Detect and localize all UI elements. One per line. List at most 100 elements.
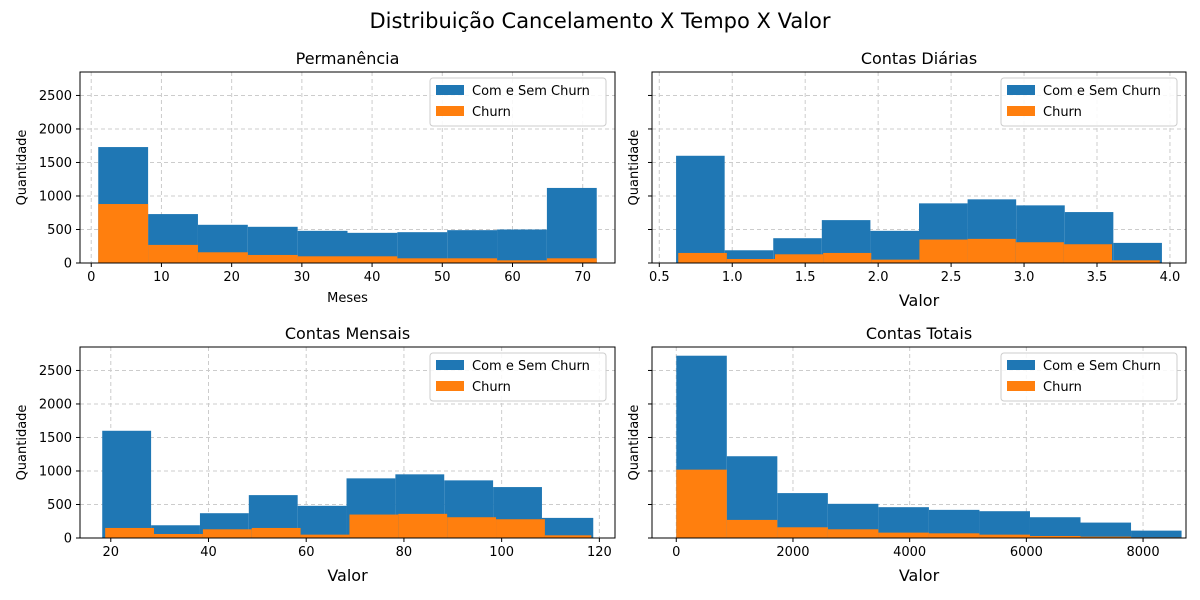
subplot-3: 20 40 60 80 100 120 0 500 1000 1500 2000 2500 Contas…: [15, 324, 616, 585]
x-tick-label: 4.0: [1160, 270, 1181, 285]
x-tick-label: 1.5: [795, 270, 816, 285]
bar-total: [497, 229, 547, 263]
bar-churn: [546, 258, 597, 263]
y-axis-label: Quantidade: [15, 130, 30, 206]
legend: Com e Sem Churn Churn: [1000, 77, 1178, 127]
bar-total: [870, 230, 919, 263]
x-tick-label: 2000: [776, 545, 809, 560]
legend-box: [429, 77, 607, 127]
bar-churn: [496, 519, 545, 538]
legend-label: Com e Sem Churn: [1043, 359, 1161, 374]
x-tick-label: 0: [87, 270, 95, 285]
bar-churn: [544, 535, 592, 538]
bar-total: [541, 517, 594, 538]
x-tick-label: 10: [153, 270, 170, 285]
bar-churn: [878, 532, 929, 538]
subplot-2: 0.5 1.0 1.5 2.0 2.5 3.0 3.5 4.0 Contas Diárias Va…: [627, 49, 1187, 310]
bar-churn: [497, 260, 547, 263]
legend-label: Com e Sem Churn: [472, 84, 590, 99]
bar-churn: [1080, 536, 1132, 538]
x-tick-label: 60: [504, 270, 521, 285]
legend-swatch: [1007, 106, 1035, 116]
bar-total: [102, 430, 152, 538]
legend-swatch: [436, 85, 464, 95]
bar-churn: [1029, 535, 1081, 538]
legend-label: Com e Sem Churn: [1043, 84, 1161, 99]
axes-frame: [651, 346, 1187, 539]
bar-churn: [202, 529, 252, 538]
y-tick-label: 1500: [39, 156, 72, 171]
bar-churn: [678, 252, 727, 263]
x-tick-label: 80: [396, 545, 413, 560]
bar-churn: [98, 204, 149, 263]
bar-churn: [967, 238, 1016, 263]
bar-churn: [1112, 260, 1160, 263]
x-tick-label: 40: [364, 270, 381, 285]
legend-label: Churn: [472, 105, 511, 120]
y-tick-label: 1000: [39, 189, 72, 204]
x-tick-label: 20: [223, 270, 240, 285]
legend: Com e Sem Churn Churn: [429, 77, 607, 127]
bar-churn: [397, 258, 448, 263]
bar-churn: [247, 254, 298, 263]
x-tick-label: 100: [489, 545, 514, 560]
bar-churn: [1015, 242, 1064, 263]
x-tick-label: 20: [103, 545, 120, 560]
bar-churn: [726, 519, 778, 538]
bar-churn: [827, 529, 879, 538]
x-tick-label: 70: [574, 270, 591, 285]
bar-churn: [1063, 244, 1113, 263]
y-tick-label: 2000: [39, 397, 72, 412]
y-tick-label: 0: [64, 532, 72, 547]
subplot-title: Permanência: [296, 49, 400, 68]
x-tick-label: 0: [672, 545, 680, 560]
legend-swatch: [1007, 381, 1035, 391]
bar-churn: [197, 252, 248, 263]
y-axis-label: Quantidade: [15, 405, 30, 481]
x-tick-label: 40: [200, 545, 217, 560]
legend-label: Churn: [1043, 380, 1082, 395]
bar-churn: [300, 534, 350, 538]
bar-churn: [447, 517, 497, 538]
bar-churn: [349, 514, 399, 538]
bar-churn: [347, 256, 398, 263]
bar-total: [1029, 517, 1081, 538]
subplot-title: Contas Totais: [866, 324, 972, 343]
bar-churn: [398, 513, 448, 538]
axes-frame: [79, 346, 616, 539]
x-tick-label: 4000: [893, 545, 926, 560]
y-tick-label: 2500: [39, 89, 72, 104]
bar-churn: [105, 527, 155, 538]
legend-label: Com e Sem Churn: [472, 359, 590, 374]
bar-churn: [154, 533, 203, 538]
bar-churn: [871, 259, 920, 263]
x-tick-label: 6000: [1010, 545, 1043, 560]
x-tick-label: 120: [587, 545, 612, 560]
legend-box: [1000, 352, 1178, 402]
subplot-title: Contas Mensais: [285, 324, 410, 343]
bar-total: [1080, 522, 1132, 538]
bar-churn: [726, 258, 775, 263]
bar-churn: [297, 256, 348, 263]
x-tick-label: 8000: [1127, 545, 1160, 560]
bar-total: [447, 230, 498, 263]
bar-churn: [447, 258, 498, 263]
bar-total: [297, 505, 347, 538]
legend-swatch: [436, 381, 464, 391]
bar-total: [1131, 530, 1182, 538]
y-axis-label: Quantidade: [627, 130, 642, 206]
legend-box: [429, 352, 607, 402]
y-tick-label: 1000: [39, 464, 72, 479]
subplots-container: 0 10 20 30 40 50 60 7005001000150020002500Perma…: [15, 49, 1187, 585]
axes-frame: [651, 71, 1187, 264]
x-tick-label: 2.5: [941, 270, 962, 285]
y-tick-label: 2500: [39, 364, 72, 379]
legend: Com e Sem Churn Churn: [1000, 352, 1178, 402]
bar-total: [1113, 242, 1162, 263]
legend-box: [1000, 77, 1178, 127]
subplot-1: 0 10 20 30 40 50 60 70 0 500 1000 1500 2000 2500 Perma…: [15, 49, 616, 306]
x-axis-label: Valor: [327, 566, 368, 585]
x-axis-label: Valor: [899, 291, 940, 310]
bar-churn: [148, 244, 198, 263]
